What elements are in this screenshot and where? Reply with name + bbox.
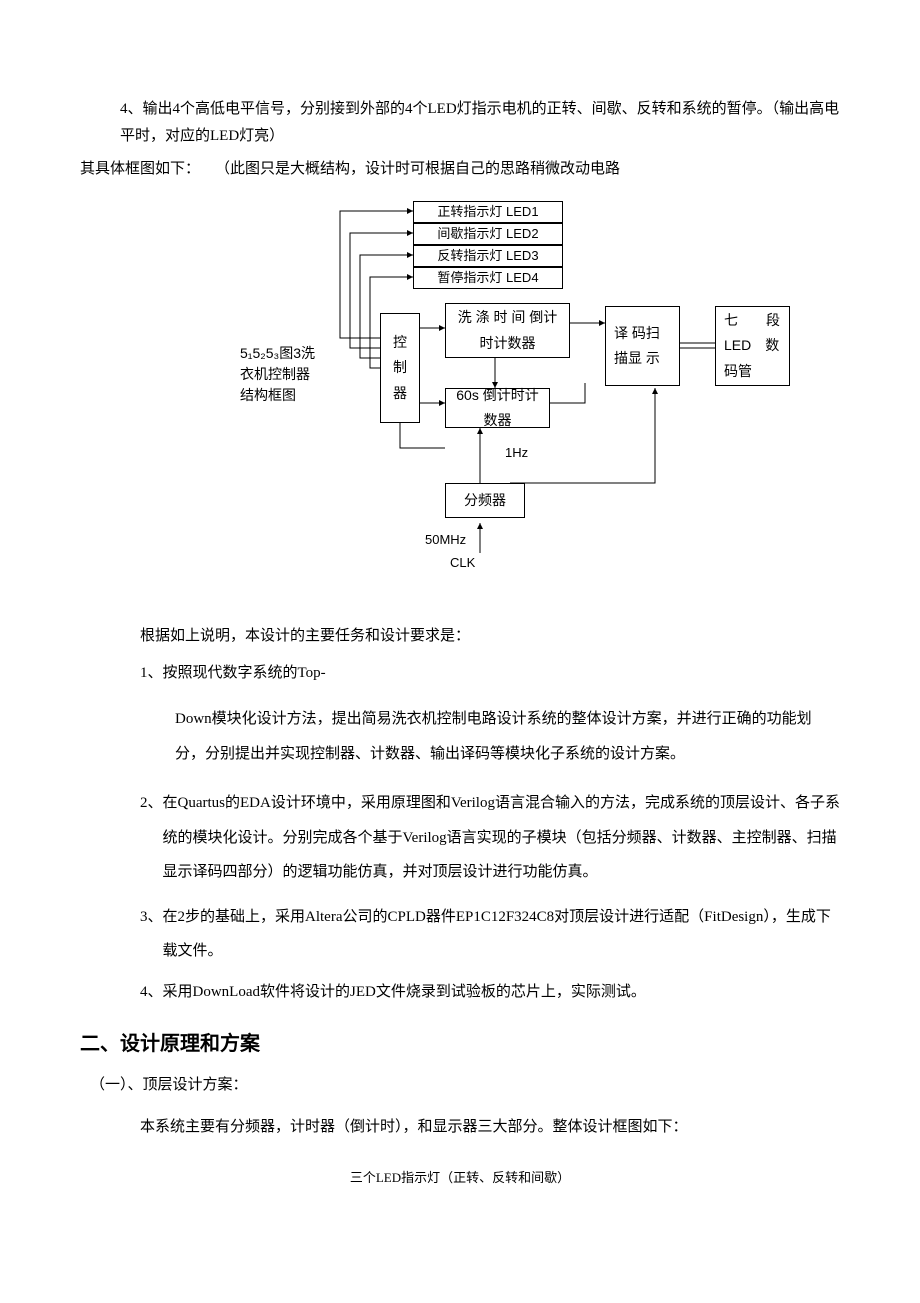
clk-label: CLK	[450, 551, 475, 574]
para-system: 本系统主要有分频器，计时器（倒计时），和显示器三大部分。整体设计框图如下：	[140, 1114, 840, 1141]
para-4: 4、输出4个高低电平信号，分别接到外部的4个LED灯指示电机的正转、间歇、反转和…	[120, 96, 840, 150]
section-2-heading: 二、设计原理和方案	[80, 1026, 840, 1062]
mhz-label: 50MHz	[425, 528, 466, 551]
led-caption: 三个LED指示灯（正转、反转和间歇）	[80, 1166, 840, 1189]
led2-box: 间歇指示灯 LED2	[413, 223, 563, 245]
led3-box: 反转指示灯 LED3	[413, 245, 563, 267]
diagram-intro: 其具体框图如下： （此图只是大概结构，设计时可根据自己的思路稍微改动电路	[80, 156, 840, 183]
diagram-caption: 5₁5₂5₃图3洗衣机控制器结构框图	[240, 343, 320, 406]
wash-timer-box: 洗 涤 时 间 倒计时计数器	[445, 303, 570, 358]
seg-box: 七 段LED 数码管	[715, 306, 790, 386]
block-diagram: 5₁5₂5₃图3洗衣机控制器结构框图 正转指示灯 LED1 间歇指示灯 LED2…	[80, 193, 840, 593]
divider-box: 分频器	[445, 483, 525, 518]
task-1b: Down模块化设计方法，提出简易洗衣机控制电路设计系统的整体设计方案，并进行正确…	[175, 702, 840, 771]
decoder-box: 译 码扫 描显 示	[605, 306, 680, 386]
led1-box: 正转指示灯 LED1	[413, 201, 563, 223]
led4-box: 暂停指示灯 LED4	[413, 267, 563, 289]
hz-label: 1Hz	[505, 441, 528, 464]
task-4: 4、采用DownLoad软件将设计的JED文件烧录到试验板的芯片上，实际测试。	[140, 979, 840, 1006]
controller-box: 控制器	[380, 313, 420, 423]
task-1: 1、按照现代数字系统的Top-	[140, 660, 840, 687]
para-tasks: 根据如上说明，本设计的主要任务和设计要求是：	[140, 623, 840, 650]
sec-timer-box: 60s 倒计时计数器	[445, 388, 550, 428]
task-3: 3、在2步的基础上，采用Altera公司的CPLD器件EP1C12F324C8对…	[140, 900, 840, 969]
subsection-1: （一）、顶层设计方案：	[90, 1072, 840, 1099]
task-2: 2、在Quartus的EDA设计环境中，采用原理图和Verilog语言混合输入的…	[140, 786, 840, 890]
